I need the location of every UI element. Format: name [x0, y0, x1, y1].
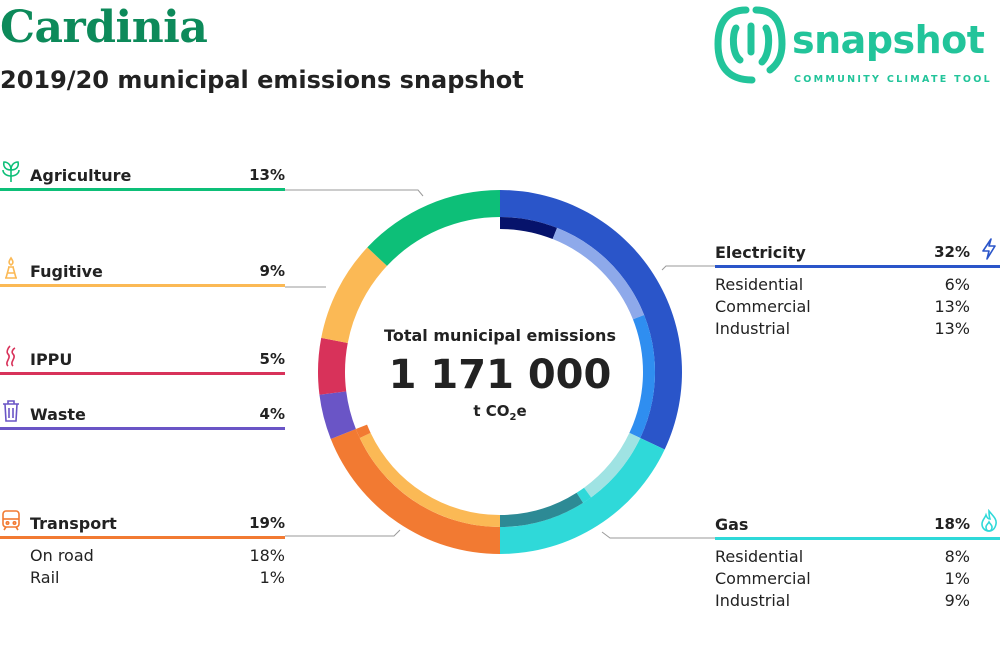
sub-pct: 6%	[944, 275, 970, 294]
sub-pct: 9%	[944, 591, 970, 610]
sub-label: Commercial	[715, 297, 811, 316]
legend-label: IPPU	[30, 350, 73, 369]
donut-subslice-electricity-residential	[500, 217, 558, 240]
leader-electricity	[661, 265, 715, 271]
legend-gas: Gas 18%	[715, 509, 1000, 540]
donut-inner-ring	[355, 217, 655, 527]
donut-slice-agriculture	[367, 190, 500, 266]
legend-label: Agriculture	[30, 166, 132, 185]
legend-pct: 13%	[249, 166, 285, 184]
legend-transport: Transport 19%	[0, 510, 285, 539]
donut-slice-gas	[500, 437, 665, 554]
page-title: Cardinia	[0, 2, 208, 53]
legend-label: Fugitive	[30, 262, 103, 281]
legend-label: Electricity	[715, 243, 806, 262]
donut-subslice-transport-on-road	[359, 432, 500, 527]
snapshot-logo: snapshot COMMUNITY CLIMATE TOOL	[712, 0, 1000, 92]
sub-electricity-commercial: Commercial 13%	[715, 297, 970, 316]
logo-tagline: COMMUNITY CLIMATE TOOL	[794, 74, 993, 85]
legend-label: Gas	[715, 515, 749, 534]
donut-subslice-gas-industrial	[500, 492, 584, 527]
sub-label: Commercial	[715, 569, 811, 588]
plant-icon	[2, 161, 20, 182]
sub-gas-industrial: Industrial 9%	[715, 591, 970, 610]
logo-wordmark: snapshot	[792, 18, 985, 62]
legend-underline	[715, 265, 1000, 268]
sub-label: Residential	[715, 547, 804, 566]
center-title: Total municipal emissions	[384, 326, 616, 345]
sub-label: Industrial	[715, 319, 791, 338]
sub-label: Residential	[715, 275, 804, 294]
legend-waste: Waste 4%	[0, 400, 285, 430]
sub-pct: 8%	[944, 547, 970, 566]
gas-flare-icon	[5, 256, 17, 279]
leader-gas	[601, 531, 715, 539]
sub-pct: 13%	[934, 297, 970, 316]
sub-pct: 18%	[249, 546, 285, 565]
sub-transport-onroad: On road 18%	[30, 546, 285, 565]
donut-subslice-electricity-industrial	[629, 314, 655, 438]
legend-pct: 5%	[259, 350, 285, 368]
leader-lines	[285, 189, 715, 539]
flame-icon	[981, 509, 997, 532]
legend-electricity: Electricity 32%	[715, 238, 1000, 268]
sub-gas-residential: Residential 8%	[715, 547, 970, 566]
legend-underline	[0, 372, 285, 375]
page-subtitle: 2019/20 municipal emissions snapshot	[0, 66, 524, 94]
legend-ippu: IPPU 5%	[0, 345, 285, 375]
donut-subslice-gas-residential	[584, 432, 641, 498]
donut-slice-ippu	[318, 337, 348, 395]
trash-bin-icon	[3, 400, 19, 422]
donut-slice-waste	[319, 391, 356, 439]
lightning-icon	[982, 238, 996, 260]
legend-underline	[715, 537, 1000, 540]
center-unit: t CO2e	[473, 402, 527, 423]
sub-label: On road	[30, 546, 94, 565]
donut-slice-electricity	[500, 190, 682, 450]
sub-electricity-residential: Residential 6%	[715, 275, 970, 294]
legend-underline	[0, 536, 285, 539]
legend-underline	[0, 427, 285, 430]
leader-transport	[285, 529, 401, 537]
donut-subslice-electricity-commercial	[552, 227, 645, 320]
snapshot-logo-icon	[714, 6, 786, 84]
legend-underline	[0, 284, 285, 287]
leader-agriculture	[285, 189, 424, 197]
donut-subslice-transport-rail	[355, 424, 371, 438]
donut-slice-fugitive	[321, 247, 388, 343]
legend-pct: 32%	[934, 243, 970, 261]
legend-fugitive: Fugitive 9%	[0, 256, 285, 287]
legend-pct: 9%	[259, 262, 285, 280]
legend-pct: 19%	[249, 514, 285, 532]
sub-pct: 1%	[259, 568, 285, 587]
legend-pct: 18%	[934, 515, 970, 533]
sub-electricity-industrial: Industrial 13%	[715, 319, 970, 338]
legend-agriculture: Agriculture 13%	[0, 161, 285, 191]
center-total-value: 1 171 000	[388, 352, 612, 398]
sub-pct: 1%	[944, 569, 970, 588]
sub-pct: 13%	[934, 319, 970, 338]
donut-outer-ring	[318, 190, 682, 555]
sub-gas-commercial: Commercial 1%	[715, 569, 970, 588]
legend-label: Transport	[30, 514, 117, 533]
smoke-icon	[6, 345, 16, 367]
donut-slice-transport	[330, 429, 500, 555]
sub-label: Rail	[30, 568, 60, 587]
legend-underline	[0, 188, 285, 191]
legend-pct: 4%	[259, 405, 285, 423]
legend-label: Waste	[30, 405, 86, 424]
train-icon	[2, 510, 20, 531]
sub-transport-rail: Rail 1%	[30, 568, 285, 587]
sub-label: Industrial	[715, 591, 791, 610]
donut-subslice-gas-commercial	[576, 487, 592, 503]
